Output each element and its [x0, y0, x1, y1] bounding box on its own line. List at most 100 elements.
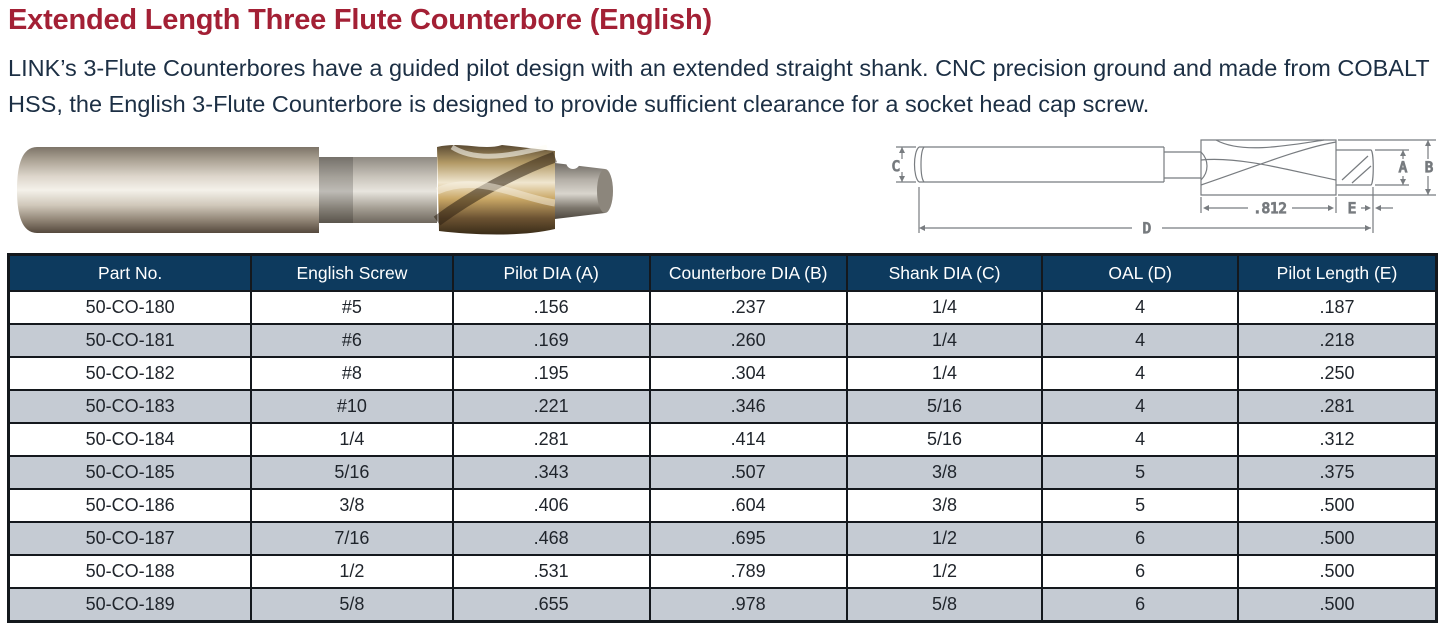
- table-cell: 1/2: [845, 554, 1044, 590]
- table-cell: .221: [451, 389, 651, 425]
- dim-label-e: E: [1348, 201, 1356, 217]
- table-cell: .343: [451, 455, 651, 491]
- col-header-english-screw: English Screw: [250, 253, 454, 293]
- table-row: 50-CO-187 7/16.468.695 1/2 6.500: [7, 521, 1438, 557]
- table-cell: .195: [451, 356, 651, 392]
- table-cell: 5: [1041, 455, 1239, 491]
- table-cell: .604: [648, 488, 848, 524]
- table-cell: .500: [1236, 554, 1438, 590]
- table-cell: #6: [250, 323, 454, 359]
- table-cell: .237: [648, 290, 848, 326]
- col-header-shank-dia: Shank DIA (C): [845, 253, 1044, 293]
- table-cell: .250: [1236, 356, 1438, 392]
- dim-label-cutter-length: .812: [1253, 201, 1287, 217]
- spec-table: Part No. English Screw Pilot DIA (A) Cou…: [7, 252, 1438, 623]
- table-cell: #5: [250, 290, 454, 326]
- table-cell: 5/16: [845, 422, 1044, 458]
- table-row: 50-CO-182 #8.195.304 1/4 4.250: [7, 356, 1438, 392]
- dimension-diagram-graphic: C A B .812 E D: [891, 139, 1436, 237]
- table-cell: 7/16: [250, 521, 454, 557]
- dim-label-b: B: [1425, 160, 1433, 176]
- col-header-counterbore-dia: Counterbore DIA (B): [648, 253, 848, 293]
- table-row: 50-CO-184 1/4.281.414 5/16 4.312: [7, 422, 1438, 458]
- table-cell: 1/4: [250, 422, 454, 458]
- table-cell: 50-CO-182: [7, 356, 253, 392]
- table-cell: 50-CO-181: [7, 323, 253, 359]
- table-cell: 50-CO-184: [7, 422, 253, 458]
- table-cell: .500: [1236, 587, 1438, 623]
- table-cell: 5/8: [250, 587, 454, 623]
- spec-table-header-row: Part No. English Screw Pilot DIA (A) Cou…: [7, 253, 1438, 293]
- table-cell: 50-CO-189: [7, 587, 253, 623]
- table-cell: .789: [648, 554, 848, 590]
- table-cell: .260: [648, 323, 848, 359]
- table-cell: .655: [451, 587, 651, 623]
- table-cell: .187: [1236, 290, 1438, 326]
- col-header-part-no: Part No.: [7, 253, 253, 293]
- table-cell: 4: [1041, 422, 1239, 458]
- table-cell: 50-CO-186: [7, 488, 253, 524]
- dim-label-c: C: [892, 159, 900, 175]
- dim-label-d: D: [1143, 221, 1151, 237]
- table-cell: #8: [250, 356, 454, 392]
- table-cell: .531: [451, 554, 651, 590]
- table-row: 50-CO-189 5/8.655.978 5/8 6.500: [7, 587, 1438, 623]
- table-cell: 1/4: [845, 356, 1044, 392]
- table-cell: 6: [1041, 587, 1239, 623]
- table-cell: 6: [1041, 521, 1239, 557]
- table-cell: 1/4: [845, 290, 1044, 326]
- media-row: C A B .812 E D: [7, 130, 1441, 248]
- table-cell: .218: [1236, 323, 1438, 359]
- table-cell: 5: [1041, 488, 1239, 524]
- page-title: Extended Length Three Flute Counterbore …: [8, 4, 712, 36]
- table-cell: .500: [1236, 488, 1438, 524]
- table-cell: 50-CO-187: [7, 521, 253, 557]
- table-cell: 50-CO-188: [7, 554, 253, 590]
- table-row: 50-CO-185 5/16.343.507 3/8 5.375: [7, 455, 1438, 491]
- table-cell: 1/4: [845, 323, 1044, 359]
- table-cell: .281: [451, 422, 651, 458]
- table-cell: 1/2: [250, 554, 454, 590]
- table-cell: 3/8: [250, 488, 454, 524]
- table-row: 50-CO-181 #6.169.260 1/4 4.218: [7, 323, 1438, 359]
- table-cell: .156: [451, 290, 651, 326]
- table-cell: .281: [1236, 389, 1438, 425]
- product-description: LINK’s 3-Flute Counterbores have a guide…: [8, 55, 1430, 118]
- table-cell: 4: [1041, 323, 1239, 359]
- col-header-pilot-length: Pilot Length (E): [1236, 253, 1438, 293]
- table-cell: .346: [648, 389, 848, 425]
- dimension-diagram: C A B .812 E D: [856, 130, 1441, 248]
- spec-table-body: 50-CO-180 #5.156.237 1/4 4.187 50-CO-181 #6.1…: [7, 290, 1438, 623]
- dim-label-a: A: [1399, 160, 1408, 176]
- table-cell: .978: [648, 587, 848, 623]
- table-cell: 5/8: [845, 587, 1044, 623]
- table-cell: 1/2: [845, 521, 1044, 557]
- table-cell: 3/8: [845, 455, 1044, 491]
- table-cell: 50-CO-180: [7, 290, 253, 326]
- table-row: 50-CO-186 3/8.406.604 3/8 5.500: [7, 488, 1438, 524]
- table-cell: .169: [451, 323, 651, 359]
- col-header-pilot-dia: Pilot DIA (A): [451, 253, 651, 293]
- table-cell: .304: [648, 356, 848, 392]
- table-cell: 6: [1041, 554, 1239, 590]
- table-cell: .312: [1236, 422, 1438, 458]
- table-cell: .468: [451, 521, 651, 557]
- product-photo: [7, 133, 632, 245]
- table-cell: .406: [451, 488, 651, 524]
- table-cell: 3/8: [845, 488, 1044, 524]
- col-header-oal: OAL (D): [1041, 253, 1239, 293]
- table-cell: 4: [1041, 389, 1239, 425]
- table-row: 50-CO-188 1/2.531.789 1/2 6.500: [7, 554, 1438, 590]
- table-cell: 5/16: [250, 455, 454, 491]
- table-cell: .500: [1236, 521, 1438, 557]
- table-cell: 4: [1041, 290, 1239, 326]
- table-cell: 50-CO-183: [7, 389, 253, 425]
- table-row: 50-CO-183 #10.221.346 5/16 4.281: [7, 389, 1438, 425]
- table-row: 50-CO-180 #5.156.237 1/4 4.187: [7, 290, 1438, 326]
- table-cell: .507: [648, 455, 848, 491]
- table-cell: 50-CO-185: [7, 455, 253, 491]
- table-cell: .375: [1236, 455, 1438, 491]
- table-cell: .414: [648, 422, 848, 458]
- counterbore-photo-graphic: [17, 144, 613, 235]
